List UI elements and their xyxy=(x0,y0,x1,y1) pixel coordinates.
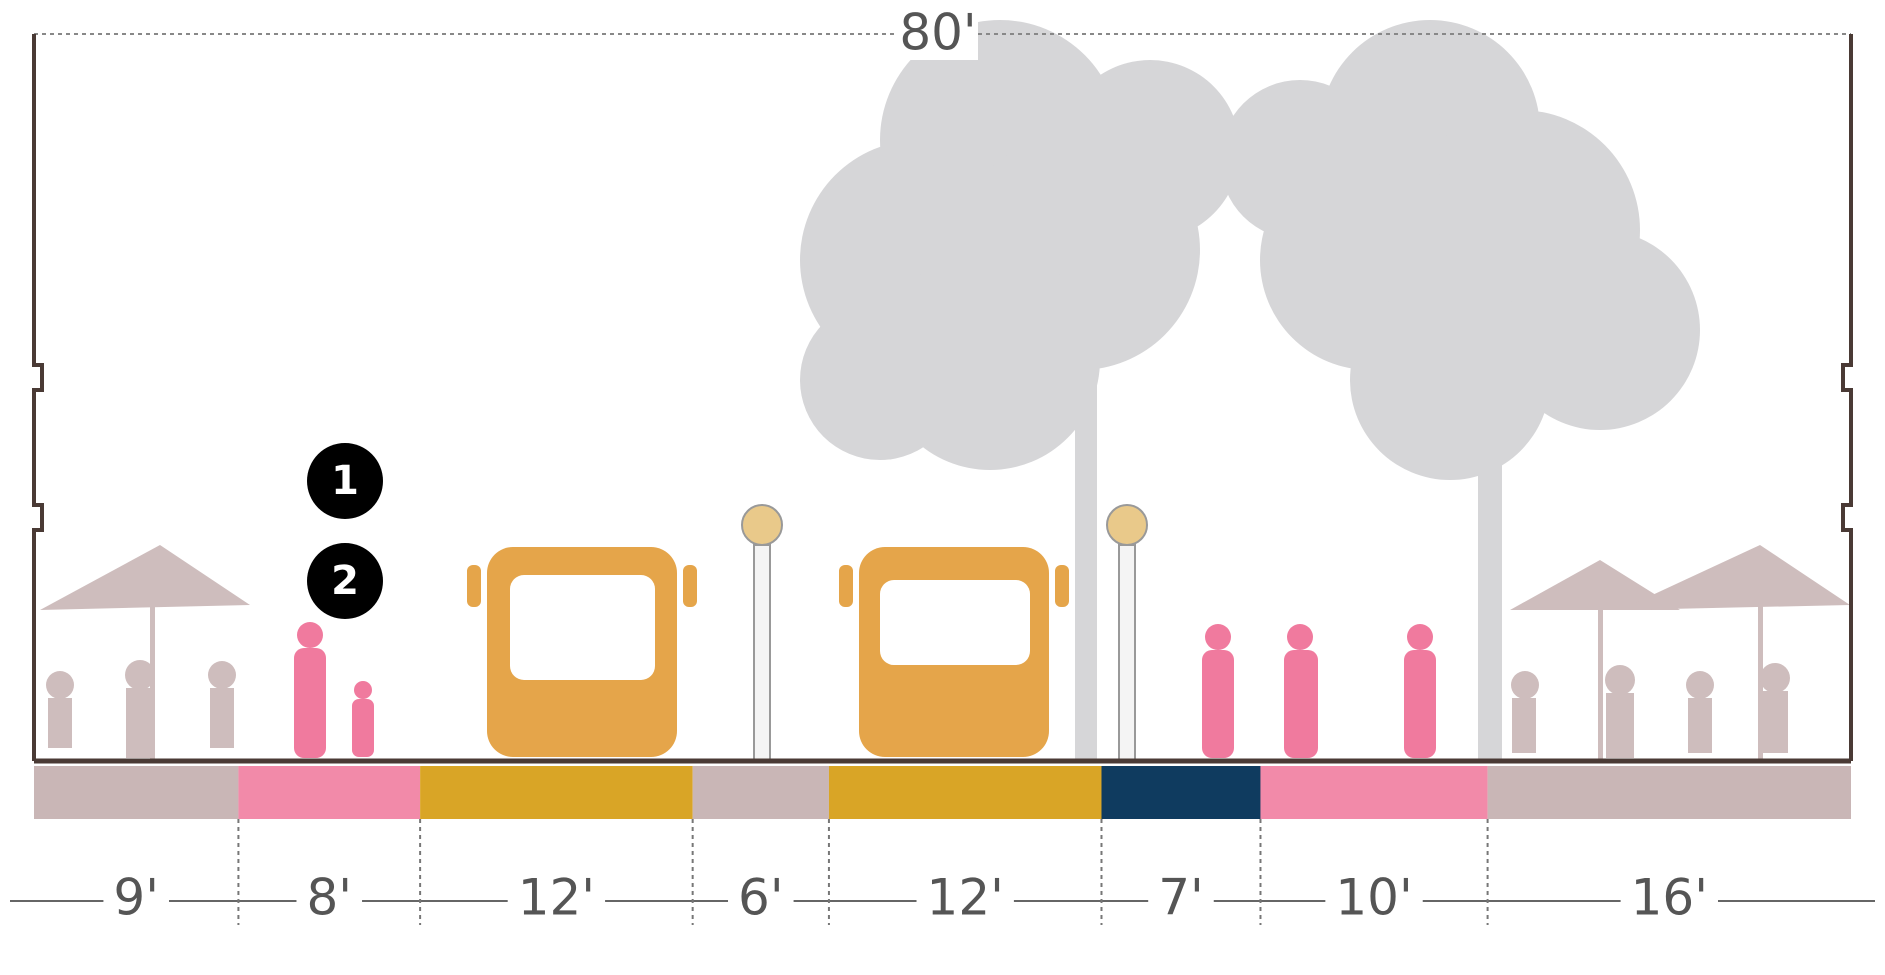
label-bg xyxy=(296,868,363,927)
label-bg xyxy=(103,868,169,927)
lane-band xyxy=(1260,766,1488,819)
total-width: 80' xyxy=(899,4,976,62)
label-bg xyxy=(1325,868,1423,927)
lane-width: 16' xyxy=(1631,869,1708,927)
label-bg xyxy=(898,10,978,60)
label-bg xyxy=(1148,868,1214,927)
lane-band xyxy=(1101,766,1261,819)
building-walls xyxy=(32,34,1853,761)
lane-band xyxy=(1487,766,1851,819)
label-bg xyxy=(1620,868,1718,927)
trees xyxy=(800,20,1700,760)
lane-width: 12' xyxy=(927,869,1004,927)
label-bg xyxy=(728,868,794,927)
label-bg xyxy=(916,868,1014,927)
cafe-right xyxy=(1510,545,1850,760)
lane-band xyxy=(238,766,421,819)
marker xyxy=(307,443,383,519)
lane-width: 9' xyxy=(113,869,159,927)
pedestrians xyxy=(294,622,1436,758)
lane-width: 10' xyxy=(1335,869,1412,927)
lane-width: 8' xyxy=(306,869,352,927)
lane-width: 7' xyxy=(1158,869,1204,927)
lane-band xyxy=(420,766,693,819)
label-bg xyxy=(507,868,606,927)
marker xyxy=(307,543,383,619)
lane-band xyxy=(828,766,1102,819)
buses xyxy=(467,547,1069,757)
lane-band xyxy=(34,766,239,819)
lane-width: 6' xyxy=(738,869,784,927)
lane-band xyxy=(692,766,829,819)
cafe-left xyxy=(40,545,250,760)
marker-label: 2 xyxy=(331,558,359,604)
lamps xyxy=(741,504,1148,761)
lane-width: 12' xyxy=(518,869,595,927)
marker-label: 1 xyxy=(331,458,359,504)
